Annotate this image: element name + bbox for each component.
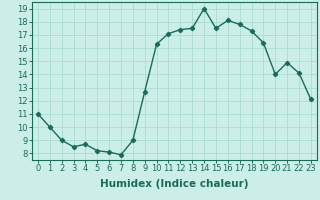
X-axis label: Humidex (Indice chaleur): Humidex (Indice chaleur): [100, 179, 249, 189]
